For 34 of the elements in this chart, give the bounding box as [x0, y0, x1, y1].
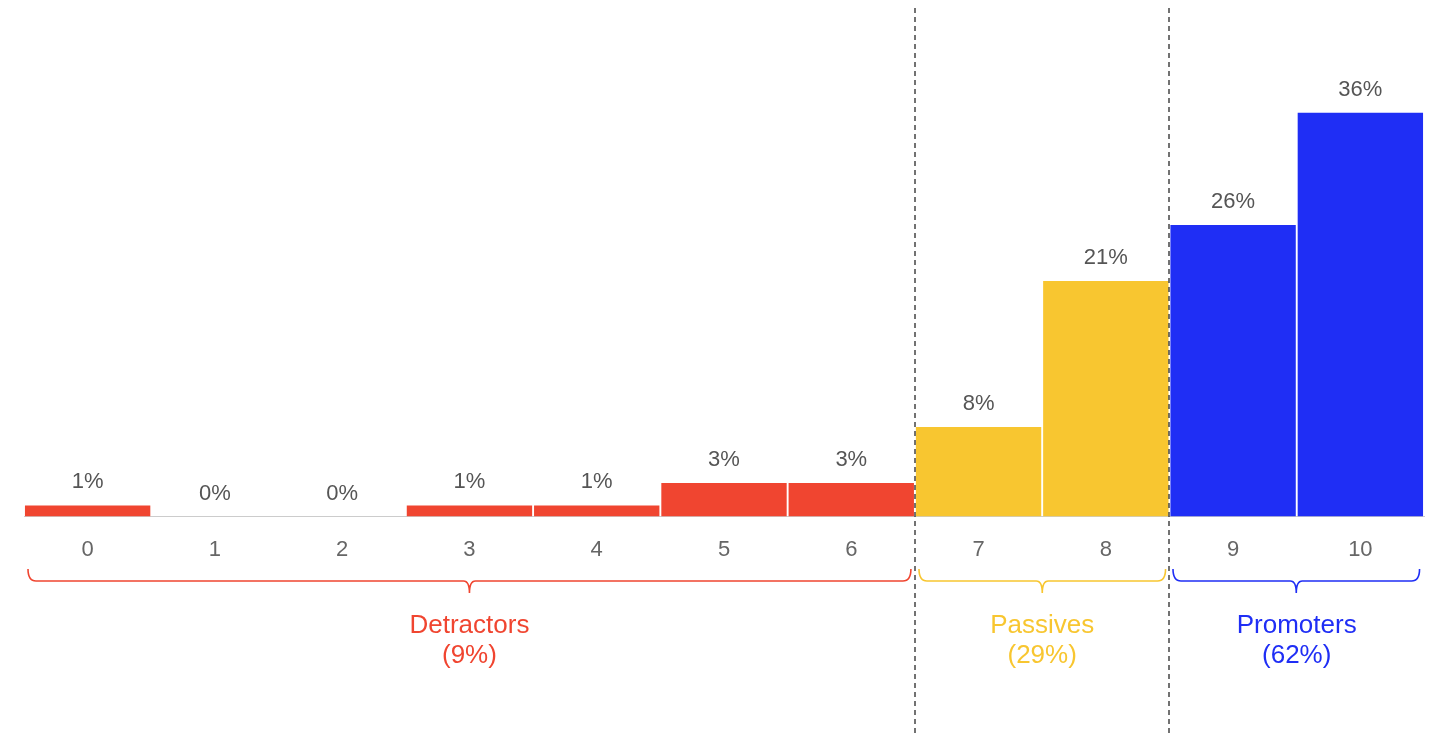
data-label: 3% [835, 446, 868, 472]
data-label: 8% [962, 389, 995, 415]
x-tick-label: 8 [1099, 535, 1112, 561]
data-label: 1% [71, 468, 104, 494]
data-label: 1% [453, 468, 486, 494]
bar [788, 482, 914, 517]
bar [1170, 225, 1296, 517]
data-label: 26% [1211, 188, 1256, 214]
bar [1043, 281, 1169, 517]
text: Passives (29%) [989, 608, 1096, 669]
x-tick-label: 0 [81, 535, 94, 561]
data-label: 0% [326, 479, 359, 505]
data-label: 21% [1083, 244, 1128, 270]
data-label: 36% [1338, 75, 1383, 101]
x-tick-label: 4 [590, 535, 603, 561]
x-tick-label: 10 [1348, 535, 1373, 561]
x-tick-label: 9 [1226, 535, 1240, 561]
bar [24, 505, 151, 517]
bar [661, 482, 787, 517]
data-label: 3% [708, 446, 740, 472]
x-tick-label: 7 [972, 535, 985, 561]
text: Promoters (62%) [1235, 608, 1358, 669]
text: Detractors (9%) [408, 608, 531, 669]
bar [915, 426, 1042, 517]
x-tick-label: 6 [845, 535, 858, 561]
x-tick-label: 1 [208, 535, 222, 561]
data-label: 1% [580, 468, 613, 494]
data-label: 0% [199, 479, 231, 505]
bar [406, 505, 533, 517]
x-tick-label: 5 [717, 535, 731, 561]
bar [1297, 112, 1424, 517]
x-tick-label: 2 [336, 535, 349, 561]
bar [534, 505, 660, 517]
x-tick-label: 3 [463, 535, 476, 561]
